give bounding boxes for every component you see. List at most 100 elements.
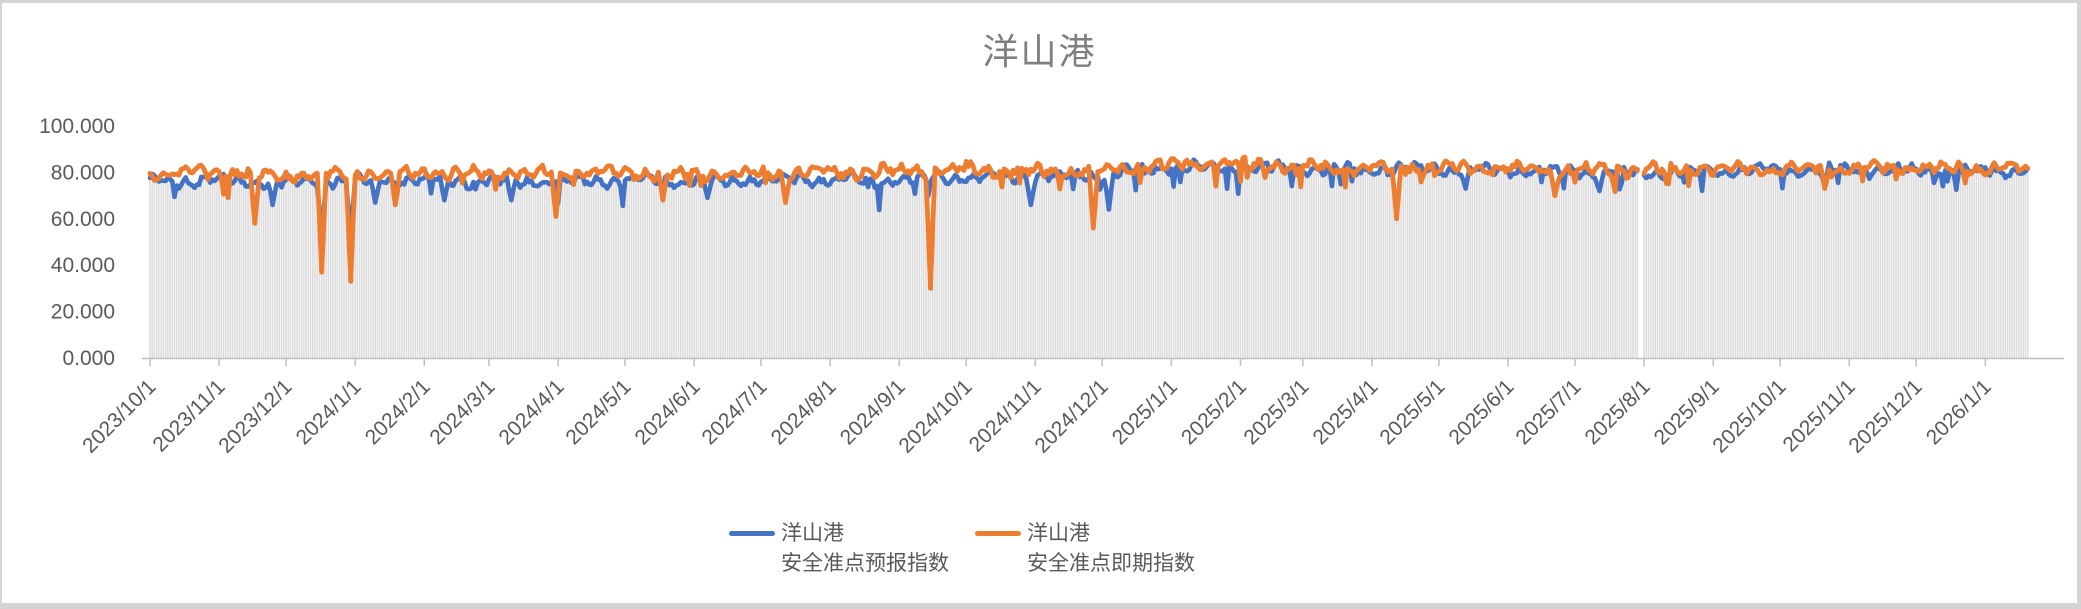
daily-bar xyxy=(577,177,579,358)
daily-bar xyxy=(1516,174,1518,358)
daily-bar xyxy=(1146,171,1148,358)
daily-bar xyxy=(260,186,263,358)
legend-label-spot: 洋山港 安全准点即期指数 xyxy=(1027,519,1195,579)
daily-bar xyxy=(1672,171,1674,358)
daily-bar xyxy=(671,185,673,358)
daily-bar xyxy=(1609,176,1612,358)
daily-bar xyxy=(1076,177,1079,358)
daily-bar xyxy=(2017,175,2020,358)
daily-bar xyxy=(439,177,441,358)
daily-bar xyxy=(983,178,985,358)
daily-bar xyxy=(1939,175,1942,358)
daily-bar xyxy=(880,185,883,358)
daily-bar xyxy=(1034,183,1037,358)
daily-bar xyxy=(1123,169,1126,358)
daily-bar xyxy=(461,184,463,358)
daily-bar xyxy=(363,184,365,358)
daily-bar xyxy=(807,182,809,358)
daily-bar xyxy=(285,181,287,358)
daily-bar xyxy=(559,180,562,358)
daily-bar xyxy=(1255,173,1257,358)
daily-bar xyxy=(1114,177,1117,358)
daily-bar xyxy=(1467,177,1469,358)
daily-bar xyxy=(184,179,187,358)
daily-bar xyxy=(1783,173,1786,358)
daily-bar xyxy=(410,180,412,358)
daily-bar xyxy=(162,182,165,358)
daily-bar xyxy=(1406,173,1409,358)
daily-bar xyxy=(222,195,225,358)
daily-bar xyxy=(700,187,702,358)
daily-bar xyxy=(584,185,586,358)
daily-bar xyxy=(1487,174,1489,358)
daily-bar xyxy=(1768,173,1770,358)
chart-title: 洋山港 xyxy=(982,31,1097,72)
daily-bar xyxy=(958,183,961,358)
daily-bar xyxy=(1373,176,1376,358)
daily-bar xyxy=(477,183,479,358)
daily-bar xyxy=(1736,174,1739,358)
legend-item-forecast-index[interactable]: 洋山港 安全准点预报指数 xyxy=(729,519,949,579)
plot-area[interactable]: 2023/10/12023/11/12023/12/12024/1/12024/… xyxy=(2,3,2081,609)
daily-bar xyxy=(459,178,461,358)
daily-bar xyxy=(809,186,811,358)
daily-bar xyxy=(815,183,818,358)
daily-bar xyxy=(1270,173,1273,358)
daily-bar xyxy=(617,182,620,358)
daily-bar xyxy=(1603,173,1605,358)
daily-bar xyxy=(211,181,214,358)
daily-bar xyxy=(1224,170,1226,358)
daily-bar xyxy=(1915,172,1917,358)
daily-bar xyxy=(1844,175,1846,358)
daily-bar xyxy=(1607,175,1610,358)
legend-swatch-blue-line xyxy=(729,531,775,536)
daily-bar xyxy=(1181,170,1184,358)
daily-bar xyxy=(630,178,633,358)
daily-bar xyxy=(1319,172,1322,358)
daily-bar xyxy=(1239,183,1242,358)
daily-bar xyxy=(1056,175,1059,358)
daily-bar xyxy=(1377,174,1380,358)
daily-bar xyxy=(303,180,305,358)
daily-bar xyxy=(472,183,475,358)
daily-bar xyxy=(887,180,889,358)
daily-bar xyxy=(608,186,611,358)
daily-bar xyxy=(840,179,843,358)
daily-bar xyxy=(1230,169,1233,358)
daily-bar xyxy=(307,178,310,358)
daily-bar xyxy=(1413,169,1416,358)
daily-bar xyxy=(1304,174,1306,358)
daily-bar xyxy=(269,193,272,358)
daily-bar xyxy=(1496,172,1498,358)
daily-bar xyxy=(173,198,176,358)
daily-bar xyxy=(423,179,426,358)
daily-bar xyxy=(171,182,174,358)
daily-bar xyxy=(1096,177,1099,358)
daily-bar xyxy=(1246,179,1248,358)
legend-item-spot-index[interactable]: 洋山港 安全准点即期指数 xyxy=(975,519,1195,579)
daily-bar xyxy=(818,179,820,358)
daily-bar xyxy=(686,184,689,358)
daily-bar xyxy=(1357,172,1360,358)
daily-bar xyxy=(481,183,484,358)
daily-bar xyxy=(1203,170,1206,358)
daily-bar xyxy=(1277,165,1280,358)
daily-bar xyxy=(372,191,374,358)
daily-bar xyxy=(1812,169,1815,358)
daily-bar xyxy=(479,182,481,358)
daily-bar xyxy=(978,183,981,358)
daily-bar xyxy=(1257,168,1260,358)
daily-bar xyxy=(974,178,976,358)
daily-bar xyxy=(1431,168,1433,358)
daily-bar xyxy=(1864,173,1866,358)
daily-bar xyxy=(1052,177,1054,358)
daily-bar xyxy=(1411,167,1413,358)
daily-bar xyxy=(1032,194,1034,358)
legend-label-forecast: 洋山港 安全准点预报指数 xyxy=(781,519,949,579)
daily-bar xyxy=(365,185,368,358)
daily-bar xyxy=(722,182,724,358)
daily-bar xyxy=(1759,176,1761,358)
daily-bar xyxy=(1110,192,1112,358)
daily-bar xyxy=(744,186,747,358)
